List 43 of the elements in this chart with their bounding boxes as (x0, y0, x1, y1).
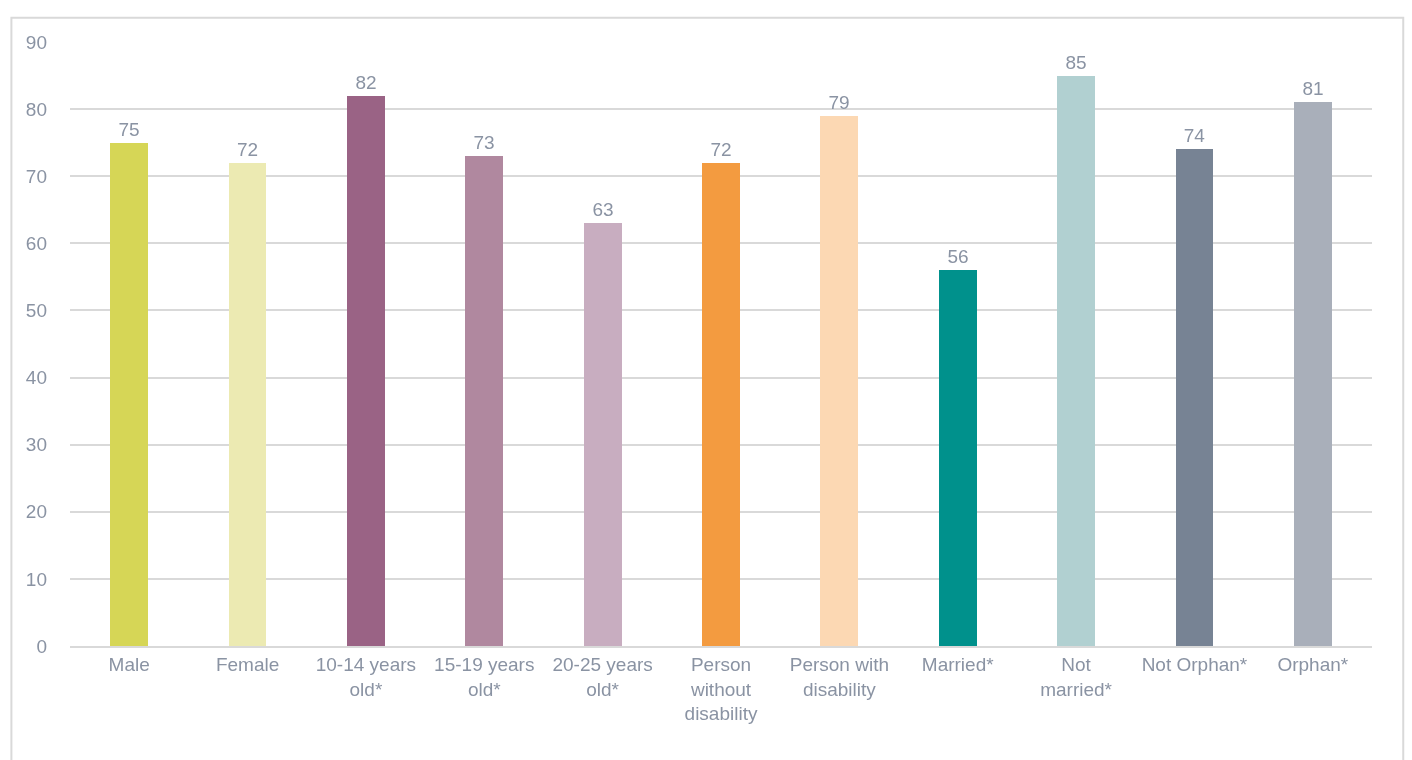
x-tick-label: Not Orphan* (1141, 653, 1248, 675)
y-tick-label: 30 (25, 434, 47, 456)
data-label: 72 (710, 139, 732, 160)
x-tick-label: 20-25 years old* (552, 653, 653, 700)
data-label: 73 (473, 132, 495, 153)
x-tick-label: Person without disability (684, 653, 758, 725)
data-label: 81 (1302, 78, 1324, 99)
x-tick-label: Not married* (1040, 653, 1113, 700)
y-tick-label: 80 (25, 98, 47, 120)
bar (1057, 76, 1095, 646)
bar (110, 143, 148, 646)
bar (1294, 102, 1332, 646)
y-tick-label: 50 (25, 300, 47, 322)
bar (584, 223, 622, 646)
x-tick-label: 10-14 years old* (315, 653, 417, 700)
bar (820, 116, 858, 646)
data-label: 85 (1065, 52, 1087, 73)
data-label: 75 (118, 119, 140, 140)
bar (229, 163, 266, 646)
data-label: 79 (828, 92, 850, 113)
data-label: 82 (355, 72, 377, 93)
bar (1176, 149, 1213, 646)
x-tick-label: Female (215, 653, 280, 675)
x-tick-label: 15-19 years old* (434, 653, 535, 700)
y-tick-label: 60 (25, 232, 47, 254)
data-label: 56 (947, 246, 969, 267)
x-tick-label: Orphan* (1277, 653, 1349, 675)
bar (465, 156, 503, 646)
data-label: 63 (592, 199, 614, 220)
data-label: 74 (1183, 125, 1206, 146)
y-tick-label: 20 (25, 501, 47, 523)
data-label: 72 (236, 139, 259, 160)
y-tick-label: 70 (25, 165, 47, 187)
y-tick-label: 90 (25, 31, 47, 53)
y-tick-label: 10 (25, 568, 47, 590)
y-tick-label: 0 (36, 635, 47, 657)
bar (939, 270, 977, 646)
x-tick-label: Male (108, 653, 150, 675)
x-tick-label: Person with disability (789, 653, 889, 700)
x-tick-label: Married* (921, 653, 995, 675)
bar (347, 96, 385, 646)
bar (702, 163, 740, 646)
y-tick-label: 40 (25, 367, 47, 389)
